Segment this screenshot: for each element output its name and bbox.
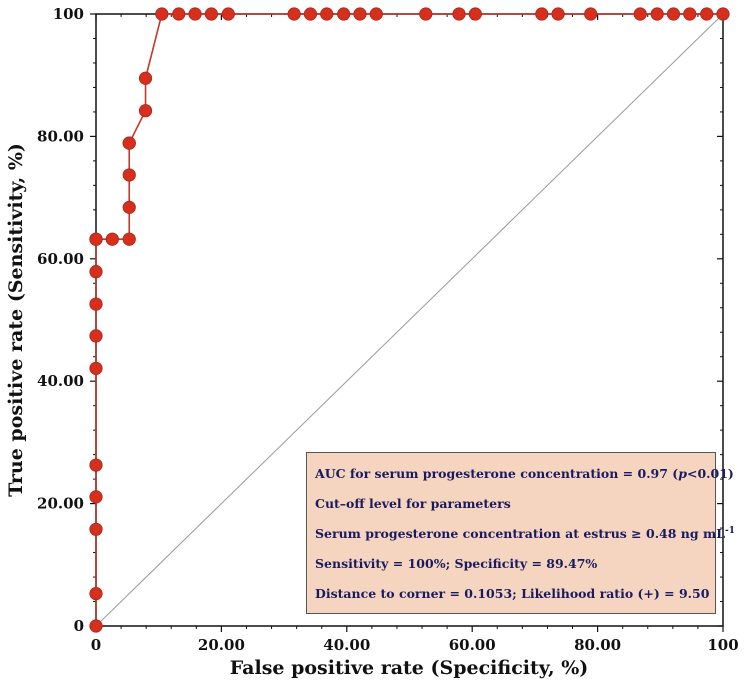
- roc-point: [89, 490, 103, 504]
- roc-point: [89, 329, 103, 343]
- roc-point: [353, 7, 367, 21]
- x-tick-label: 80.00: [574, 636, 621, 654]
- x-axis-title: False positive rate (Specificity, %): [230, 657, 589, 679]
- y-axis-title: True positive rate (Sensitivity, %): [5, 143, 27, 497]
- roc-point: [452, 7, 466, 21]
- roc-point: [320, 7, 334, 21]
- distance-annotation: Distance to corner = 0.1053; Likelihood …: [315, 586, 710, 601]
- roc-point: [716, 7, 730, 21]
- x-tick-label: 40.00: [323, 636, 370, 654]
- y-tick-label: 40.00: [37, 372, 84, 390]
- roc-point: [650, 7, 664, 21]
- roc-point: [89, 586, 103, 601]
- roc-point: [337, 7, 351, 21]
- reference-diagonal: [95, 13, 724, 627]
- roc-point: [138, 104, 153, 118]
- y-tick-label: 20.00: [37, 495, 84, 513]
- roc-point: [551, 7, 565, 21]
- roc-point: [89, 458, 103, 472]
- roc-curve-line: [95, 13, 723, 626]
- y-tick-label: 80.00: [37, 127, 84, 145]
- roc-point: [89, 522, 103, 536]
- roc-points: [89, 7, 730, 633]
- cutoff-annotation: Cut–off level for parameters: [315, 496, 511, 511]
- roc-point: [89, 361, 103, 375]
- roc-point: [122, 232, 136, 246]
- roc-point: [172, 7, 186, 21]
- x-tick-label: 60.00: [449, 636, 496, 654]
- roc-point: [419, 7, 433, 21]
- roc-point: [122, 136, 136, 150]
- roc-point: [89, 297, 103, 311]
- roc-point: [122, 200, 136, 214]
- roc-point: [204, 7, 218, 21]
- roc-point: [188, 7, 202, 21]
- roc-point: [303, 7, 318, 21]
- roc-point: [584, 7, 598, 21]
- roc-point: [287, 7, 301, 21]
- roc-point: [122, 168, 136, 182]
- roc-point: [221, 7, 235, 21]
- annotation-box: AUC for serum progesterone concentration…: [306, 452, 735, 614]
- sensitivity-specificity-annotation: Sensitivity = 100%; Specificity = 89.47%: [315, 556, 598, 571]
- roc-point: [633, 7, 647, 21]
- roc-point: [369, 7, 383, 21]
- auc-annotation: AUC for serum progesterone concentration…: [315, 466, 734, 481]
- roc-point: [89, 232, 103, 246]
- x-tick-label: 100: [707, 636, 738, 654]
- roc-point: [89, 619, 103, 633]
- estrus-annotation: Serum progesterone concentration at estr…: [315, 525, 735, 541]
- y-tick-label: 100: [53, 5, 84, 23]
- roc-point: [700, 7, 714, 21]
- roc-point: [105, 232, 119, 246]
- y-tick-label: 60.00: [37, 250, 84, 268]
- roc-point: [683, 7, 697, 21]
- x-tick-label: 20.00: [198, 636, 245, 654]
- roc-point: [89, 265, 103, 279]
- roc-point: [155, 7, 169, 21]
- roc-point: [535, 7, 549, 21]
- x-tick-label: 0: [91, 636, 101, 654]
- roc-point: [138, 71, 153, 85]
- y-tick-label: 0: [74, 617, 84, 635]
- roc-point: [468, 7, 482, 21]
- roc-point: [666, 7, 681, 21]
- axis-ticks: 00 20.00 20.00 40.00 40.00 60.00 60.00 80.00 80.…: [37, 5, 739, 654]
